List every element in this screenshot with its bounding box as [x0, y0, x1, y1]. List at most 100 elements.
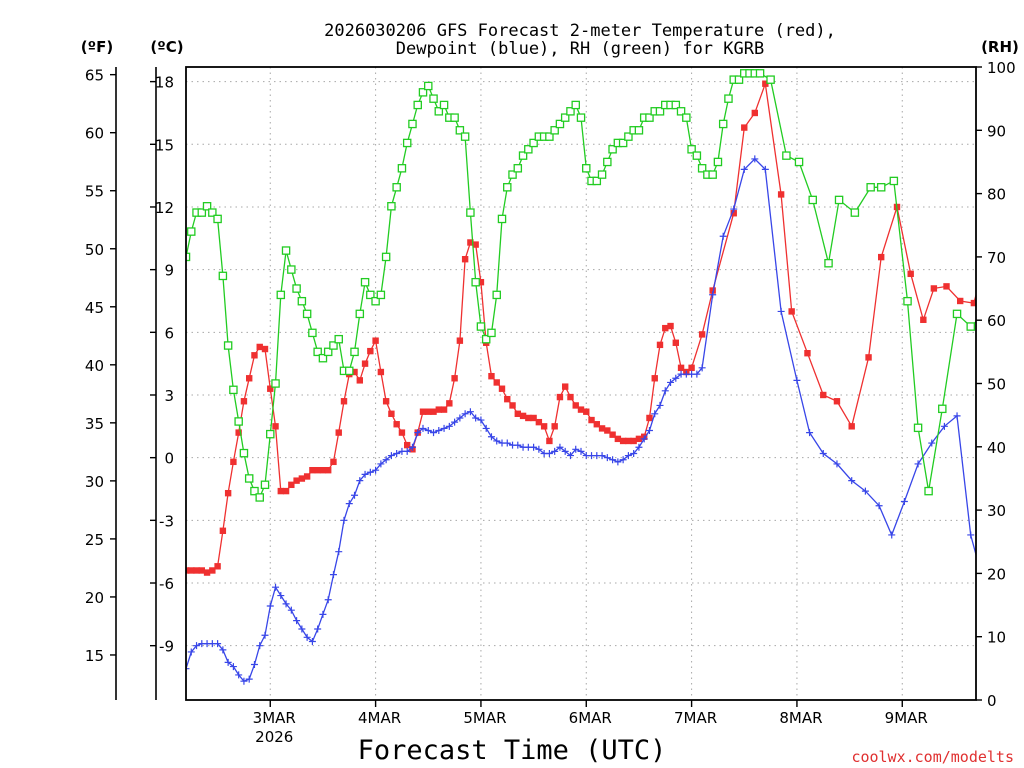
dewpoint-point [656, 401, 664, 409]
dewpoint-point [340, 516, 348, 524]
temperature-point [848, 423, 855, 430]
temperature-point [504, 395, 511, 403]
dewpoint-point [229, 663, 237, 671]
series-layer [186, 69, 976, 685]
temperature-point [198, 567, 205, 574]
dewpoint-point [351, 491, 359, 499]
rh-point [676, 107, 686, 116]
dewpoint-point [293, 617, 301, 625]
rh-point [308, 328, 317, 338]
temperature-point [488, 372, 495, 380]
x-tick-label: 9MAR [885, 709, 928, 727]
temperature-point [546, 437, 553, 445]
rh-tick-label: 60 [987, 312, 1006, 330]
rh-point [966, 322, 975, 331]
temperature-point [646, 414, 653, 422]
dewpoint-point [403, 447, 411, 455]
temperature-point [525, 414, 532, 422]
dewpoint-point [940, 422, 948, 430]
temperature-point [382, 398, 390, 405]
celsius-tick-label: -6 [159, 575, 174, 593]
temperature-point [235, 429, 242, 436]
rh-point [582, 164, 591, 173]
dewpoint-point [261, 631, 269, 639]
fahrenheit-tick-label: 30 [85, 473, 104, 491]
rh-point [460, 132, 470, 141]
temperature-point [230, 458, 237, 466]
temperature-point [277, 487, 284, 495]
dewpoint-point [609, 456, 617, 464]
rh-point [903, 296, 912, 306]
dewpoint-point [266, 602, 274, 610]
fahrenheit-tick-label: 45 [85, 299, 104, 317]
x-axis-label: Forecast Time (UTC) [358, 735, 667, 766]
rh-point [202, 202, 212, 211]
rh-point [387, 202, 396, 211]
temperature-point [498, 385, 506, 392]
rh-point [187, 227, 196, 236]
temperature-point [509, 402, 516, 409]
dewpoint-point [277, 592, 285, 600]
rh-point [334, 334, 343, 344]
rh-point [455, 126, 465, 135]
dewpoint-point [667, 378, 675, 386]
fahrenheit-tick-label: 15 [85, 647, 104, 665]
temperature-point [461, 255, 469, 263]
rh-tick-label: 80 [987, 186, 1006, 204]
rh-point [634, 126, 644, 135]
chart-title: 2026030206 GFS Forecast 2-meter Temperat… [324, 21, 836, 41]
dewpoint-point [503, 439, 511, 447]
dewpoint-point [487, 433, 495, 441]
dewpoint-point [329, 571, 337, 579]
temperature-point [907, 270, 914, 278]
temperature-point [451, 375, 458, 382]
dewpoint-point [466, 408, 474, 416]
temperature-point [193, 567, 200, 574]
dewpoint-point [387, 452, 395, 460]
rh-point [397, 164, 407, 173]
dewpoint-point [214, 640, 222, 648]
rh-point [260, 480, 270, 490]
rh-unit-label: (RH) [981, 38, 1019, 56]
temperature-point [833, 398, 841, 405]
dewpoint-point [819, 449, 827, 457]
celsius-tick-label: 9 [164, 262, 174, 280]
plot-frame [185, 66, 977, 701]
rh-point [571, 100, 580, 110]
celsius-tick-label: 15 [155, 136, 174, 154]
rh-point [481, 334, 491, 344]
dewpoint-point [419, 424, 427, 432]
temperature-point [330, 458, 337, 466]
x-tick-year-label: 2026 [255, 728, 293, 746]
temperature-point [930, 285, 938, 292]
temperature-point [272, 423, 279, 430]
rh-point [782, 151, 791, 160]
rh-point [239, 448, 249, 458]
rh-point [808, 195, 817, 205]
rh-point [366, 290, 375, 300]
temperature-point [614, 435, 622, 443]
rh-point [276, 290, 286, 300]
dewpoint-point [751, 155, 759, 163]
dewpoint-point [219, 646, 227, 654]
temperature-point [224, 489, 232, 497]
dewpoint-point [482, 424, 490, 432]
rh-tick-label: 50 [987, 376, 1006, 394]
temperature-point [256, 343, 263, 351]
temperature-point [788, 308, 795, 315]
dewpoint-point [435, 427, 443, 435]
temperature-point [314, 466, 321, 474]
temperature-point [556, 393, 564, 401]
temperature-point [677, 364, 685, 372]
rh-point [889, 176, 899, 186]
dewpoint-point [545, 449, 553, 457]
temperature-point [630, 437, 637, 445]
temperature-point [425, 408, 432, 415]
dewpoint-point [672, 374, 680, 382]
temperature-point [572, 402, 579, 409]
rh-point [603, 157, 612, 167]
temperature-point [619, 437, 627, 445]
rh-point [687, 145, 696, 154]
dewpoint-point [661, 387, 669, 395]
